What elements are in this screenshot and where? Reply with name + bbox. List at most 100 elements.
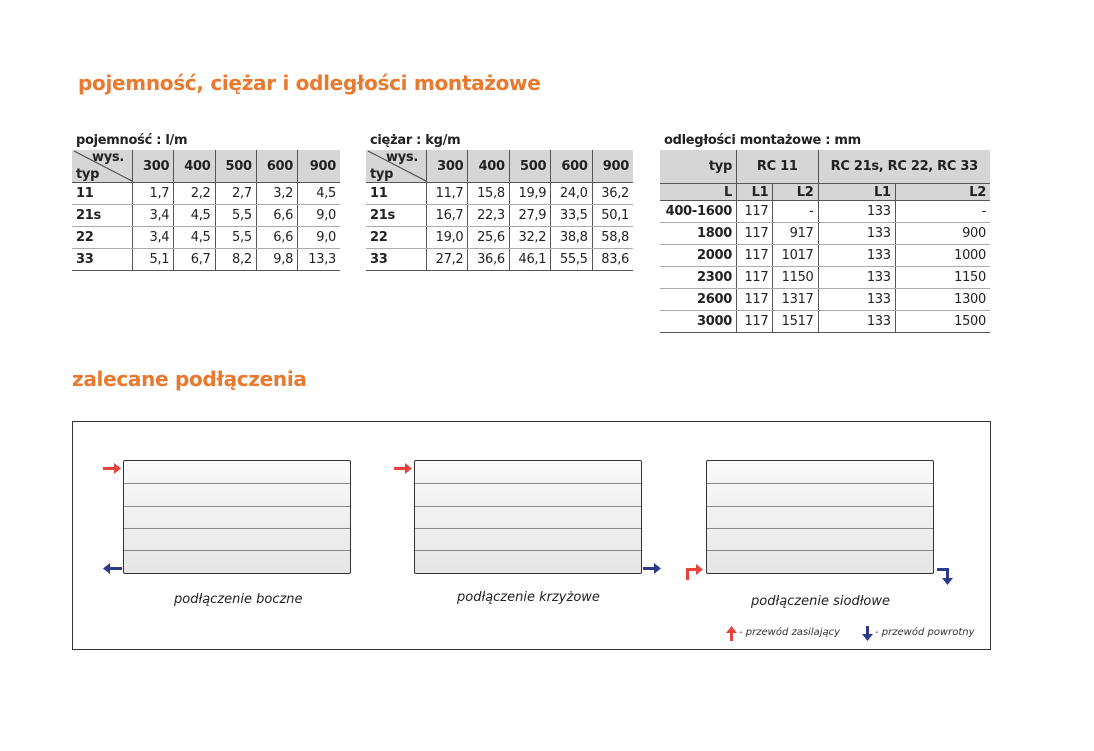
table-cell: 33,5 [550,204,593,227]
table-cell: 2,2 [173,182,216,205]
table-cell: 19,9 [508,182,551,205]
table-cell: 24,0 [550,182,593,205]
weight-table: wys. typ 300 400 500 600 900 11 11,7 15,8 19,9 24,0… [366,150,633,271]
table-cell: 36,2 [591,182,633,205]
table-cell: - [894,200,990,223]
table-cell: 21s [366,204,427,227]
column-header: 600 [550,150,593,183]
table-cell: 6,6 [255,204,298,227]
table-cell: 33 [366,248,427,271]
table-cell: 133 [817,200,896,223]
table-cell: 22 [72,226,133,249]
table-cell: 11 [366,182,427,205]
table-cell: 16,7 [425,204,468,227]
table-cell: 36,6 [467,248,510,271]
table-row: 2000 117 1017 133 1000 [660,244,990,267]
column-header: RC 11 [736,150,819,184]
column-header: typ [660,150,737,184]
table-row: 11 11,7 15,8 19,9 24,0 36,2 [366,182,633,205]
table-cell: 3000 [660,310,737,333]
mounting-table: typ RC 11 RC 21s, RC 22, RC 33 L L1 L2 L1 L2 400… [660,150,990,333]
table-cell: 83,6 [591,248,633,271]
table-cell: 400-1600 [660,200,737,223]
table-cell: 11 [72,182,133,205]
table-cell: 1150 [894,266,990,289]
section-title-specs: pojemność, ciężar i odległości montażowe [78,71,541,95]
table-cell: 4,5 [173,226,216,249]
table-cell: 1017 [772,244,819,267]
table-cell: 58,8 [591,226,633,249]
table-cell: 55,5 [550,248,593,271]
table-row: 22 19,0 25,6 32,2 38,8 58,8 [366,226,633,249]
table-cell: 1,7 [131,182,174,205]
table-cell: 900 [894,222,990,245]
table-cell: 117 [735,200,773,223]
table-cell: 2600 [660,288,737,311]
table-cell: 22 [366,226,427,249]
column-header: L2 [894,183,990,201]
table-cell: 1000 [894,244,990,267]
table-cell: 133 [817,266,896,289]
mounting-caption: odległości montażowe : mm [664,133,861,148]
supply-arrow-icon [686,564,703,580]
column-header: L1 [735,183,773,201]
table-row: 21s 3,4 4,5 5,5 6,6 9,0 [72,204,340,227]
label-side-connection: podłączenie boczne [174,592,303,607]
table-cell: 1317 [772,288,819,311]
table-cell: 13,3 [297,248,340,271]
table-row: 3000 117 1517 133 1500 [660,310,990,333]
table-row: 11 1,7 2,2 2,7 3,2 4,5 [72,182,340,205]
return-arrow-icon [937,568,953,585]
legend-supply-icon [726,626,737,641]
table-cell: 19,0 [425,226,468,249]
table-cell: 117 [735,222,773,245]
capacity-caption: pojemność : l/m [76,133,188,148]
column-header: 500 [508,150,551,183]
column-header: 900 [297,150,340,183]
column-header: 400 [173,150,216,183]
table-cell: 133 [817,222,896,245]
column-header: 900 [591,150,633,183]
supply-arrow-icon [103,463,121,474]
radiator-cross [414,460,642,574]
table-cell: 5,1 [131,248,174,271]
table-row: 33 27,2 36,6 46,1 55,5 83,6 [366,248,633,271]
section-title-connections: zalecane podłączenia [72,367,307,391]
table-row: 22 3,4 4,5 5,5 6,6 9,0 [72,226,340,249]
column-header: 600 [255,150,298,183]
table-cell: 133 [817,288,896,311]
return-arrow-icon [643,563,661,574]
return-arrow-icon [103,563,122,574]
column-header: L [660,183,737,201]
weight-caption: ciężar : kg/m [370,133,461,148]
table-cell: 6,6 [255,226,298,249]
table-cell: 8,2 [214,248,257,271]
table-cell: 133 [817,310,896,333]
table-cell: 25,6 [467,226,510,249]
table-cell: 117 [735,266,773,289]
table-cell: 22,3 [467,204,510,227]
legend-return: - przewód powrotny [875,627,975,638]
table-cell: 9,8 [255,248,298,271]
table-cell: 32,2 [508,226,551,249]
legend-supply: - przewód zasilający [739,627,841,638]
column-header: 500 [214,150,257,183]
table-cell: 3,4 [131,226,174,249]
table-cell: 117 [735,310,773,333]
table-cell: 50,1 [591,204,633,227]
label-cross-connection: podłączenie krzyżowe [457,590,600,605]
capacity-table: wys. typ 300 400 500 600 900 11 1,7 2,2 2,7 3,2 4,5 2… [72,150,340,271]
radiator-saddle [706,460,934,574]
column-header: RC 21s, RC 22, RC 33 [817,150,990,184]
table-row: 33 5,1 6,7 8,2 9,8 13,3 [72,248,340,271]
table-cell: 117 [735,244,773,267]
corner-header: wys. typ [72,150,133,183]
table-cell: 917 [772,222,819,245]
table-row: 1800 117 917 133 900 [660,222,990,245]
table-cell: 1500 [894,310,990,333]
table-cell: 4,5 [297,182,340,205]
table-cell: 5,5 [214,226,257,249]
table-row: 2600 117 1317 133 1300 [660,288,990,311]
table-cell: 33 [72,248,133,271]
table-cell: 46,1 [508,248,551,271]
